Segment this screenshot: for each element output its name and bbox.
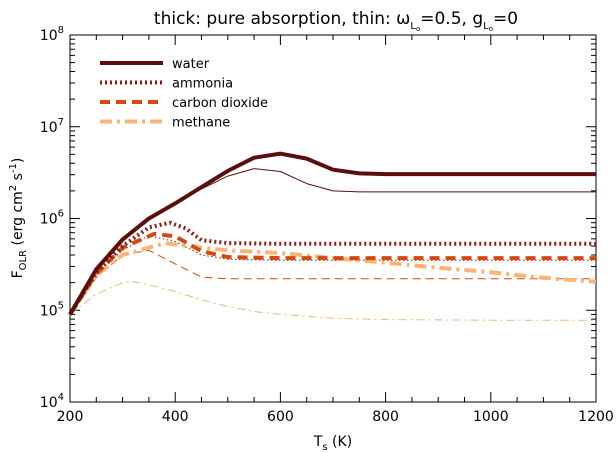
y-tick-label: 107 [40, 117, 64, 136]
y-tick-label: 108 [40, 25, 64, 44]
series-thin-water [69, 168, 596, 315]
chart-title: thick: pure absorption, thin: ωLo=0.5, g… [154, 9, 518, 33]
series-thin-methane [69, 281, 596, 321]
series-thick-carbon-dioxide [68, 231, 596, 316]
legend-label: methane [172, 116, 230, 131]
y-axis-label: FOLR (erg cm2 s-1) [8, 158, 29, 279]
x-tick-label: 600 [267, 409, 294, 425]
series-layer [68, 151, 597, 321]
legend: water ammonia carbon dioxide methane [100, 57, 268, 131]
legend-label: carbon dioxide [172, 96, 268, 111]
series-thick-methane [68, 241, 597, 316]
series-thick-water [68, 151, 596, 316]
legend-label: ammonia [172, 77, 233, 92]
axis-ticks [69, 34, 597, 403]
x-tick-label: 1200 [578, 409, 614, 425]
y-tick-label: 106 [40, 209, 64, 228]
x-tick-label: 400 [162, 409, 189, 425]
x-tick-label: 200 [57, 409, 84, 425]
x-axis-label: Ts (K) [313, 434, 352, 453]
series-thick-ammonia [68, 220, 596, 316]
y-tick-label: 104 [40, 392, 64, 411]
x-tick-label: 800 [372, 409, 399, 425]
x-tick-label: 1000 [473, 409, 509, 425]
axis-tick-labels: 200 400 600 800 1000 1200 104 105 106 107 108 [40, 25, 614, 425]
legend-label: water [172, 57, 210, 72]
y-tick-label: 105 [40, 300, 64, 319]
